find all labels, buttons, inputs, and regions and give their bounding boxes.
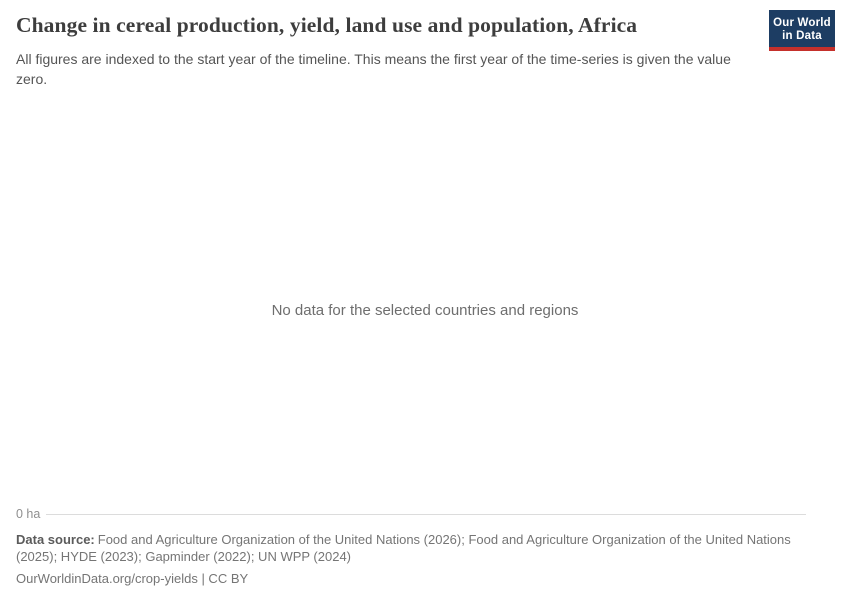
data-source-text: Food and Agriculture Organization of the… bbox=[16, 532, 791, 564]
y-axis-tick-label: 0 ha bbox=[16, 507, 41, 521]
zero-gridline bbox=[46, 514, 806, 515]
chart-subtitle: All figures are indexed to the start yea… bbox=[16, 51, 731, 87]
chart-title: Change in cereal production, yield, land… bbox=[16, 13, 638, 37]
owid-logo-line2: in Data bbox=[782, 29, 822, 42]
owid-logo[interactable]: Our World in Data bbox=[769, 10, 835, 51]
chart-footer: Data source: Food and Agriculture Organiz… bbox=[16, 532, 808, 588]
no-data-message: No data for the selected countries and r… bbox=[271, 302, 579, 319]
data-source-label[interactable]: Data source: bbox=[16, 532, 95, 547]
attribution-link[interactable]: OurWorldinData.org/crop-yields | CC BY bbox=[16, 571, 249, 586]
owid-logo-line1: Our World bbox=[773, 17, 831, 29]
